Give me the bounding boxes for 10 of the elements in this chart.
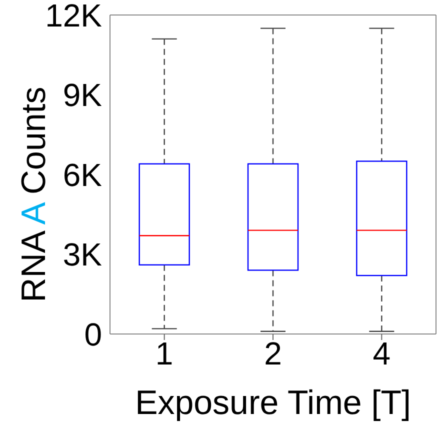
y-tick-label: 12K [45, 0, 102, 34]
y-tick-label: 0 [84, 316, 102, 352]
x-axis-title: Exposure Time [T] [135, 384, 411, 422]
y-tick-label: 6K [62, 156, 102, 193]
y-tick-label: 3K [62, 236, 102, 273]
y-axis-title: RNA A Counts [15, 86, 53, 302]
x-tick-label: 1 [155, 336, 174, 372]
x-tick-label: 4 [372, 336, 391, 372]
x-tick-label: 2 [264, 336, 282, 372]
y-tick-label: 9K [62, 77, 102, 114]
